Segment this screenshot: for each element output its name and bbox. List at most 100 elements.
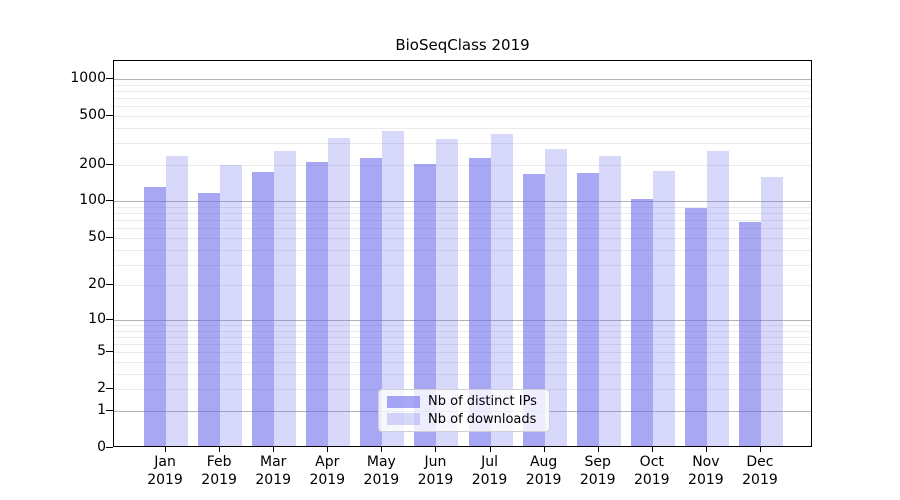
y-tick-mark — [106, 163, 113, 165]
x-tick-mark — [597, 447, 599, 452]
bar-distinct-ips-oct — [630, 199, 653, 446]
bar-distinct-ips-apr — [306, 162, 329, 446]
x-tick-mark — [651, 447, 653, 452]
x-tick-mark — [165, 447, 167, 452]
distinct-ips-swatch-icon — [387, 395, 420, 408]
minor-gridline — [114, 115, 811, 117]
bar-downloads-feb — [220, 164, 243, 446]
minor-gridline — [114, 264, 811, 266]
minor-gridline — [114, 344, 811, 346]
minor-gridline — [114, 220, 811, 222]
y-tick-label: 20 — [88, 276, 106, 293]
bar-downloads-sep — [598, 156, 621, 446]
x-tick-label: Oct 2019 — [633, 454, 670, 488]
downloads-swatch-icon — [387, 413, 420, 426]
y-tick-label: 500 — [79, 106, 106, 123]
minor-gridline — [114, 373, 811, 375]
x-tick-label: Aug 2019 — [525, 454, 562, 488]
bar-distinct-ips-sep — [576, 172, 599, 446]
minor-gridline — [114, 336, 811, 338]
x-tick-label: Dec 2019 — [742, 454, 778, 488]
bar-downloads-jul — [490, 134, 513, 446]
x-tick-label: Sep 2019 — [579, 454, 616, 488]
bar-downloads-may — [382, 131, 405, 446]
bar-downloads-aug — [544, 148, 567, 446]
minor-gridline — [114, 213, 811, 215]
bar-distinct-ips-jun — [414, 163, 437, 446]
y-tick-mark — [106, 351, 113, 353]
minor-gridline — [114, 325, 811, 326]
y-tick-label: 2 — [97, 380, 106, 397]
major-gridline — [114, 319, 811, 321]
y-tick-label: 1 — [97, 401, 106, 418]
y-tick-label: 5 — [97, 343, 106, 360]
minor-gridline — [114, 285, 811, 287]
x-tick-label: Feb 2019 — [201, 454, 237, 488]
y-tick-label: 1000 — [70, 69, 106, 86]
x-tick-label: May 2019 — [363, 454, 400, 488]
minor-gridline — [114, 90, 811, 92]
bar-downloads-nov — [706, 150, 729, 446]
minor-gridline — [114, 84, 811, 86]
y-tick-mark — [106, 77, 113, 79]
legend: Nb of distinct IPs Nb of downloads — [378, 389, 550, 432]
bar-distinct-ips-jul — [468, 157, 491, 446]
legend-item-distinct-ips: Nb of distinct IPs — [387, 394, 541, 409]
minor-gridline — [114, 106, 811, 108]
minor-gridline — [114, 249, 811, 251]
bar-distinct-ips-nov — [684, 208, 707, 446]
minor-gridline — [114, 352, 811, 354]
bar-downloads-jan — [166, 155, 189, 446]
x-tick-mark — [435, 447, 437, 452]
y-tick-label: 0 — [97, 439, 106, 455]
y-tick-mark — [106, 409, 113, 411]
y-tick-mark — [106, 114, 113, 116]
bar-distinct-ips-may — [360, 158, 383, 446]
bar-distinct-ips-feb — [198, 193, 221, 446]
y-tick-label: 10 — [88, 310, 106, 327]
minor-gridline — [114, 164, 811, 166]
y-tick-mark — [106, 236, 113, 238]
x-tick-label: Jul 2019 — [471, 454, 508, 488]
minor-gridline — [114, 97, 811, 99]
x-tick-mark — [219, 447, 221, 452]
y-tick-mark — [106, 284, 113, 286]
y-tick-mark — [106, 388, 113, 390]
major-gridline — [114, 201, 811, 203]
x-tick-mark — [327, 447, 329, 452]
minor-gridline — [114, 127, 811, 129]
minor-gridline — [114, 237, 811, 239]
bar-distinct-ips-dec — [738, 222, 761, 446]
minor-gridline — [114, 330, 811, 332]
x-tick-label: Apr 2019 — [309, 454, 346, 488]
y-tick-label: 50 — [88, 228, 106, 245]
x-tick-label: Jan 2019 — [147, 454, 183, 488]
bar-distinct-ips-jan — [144, 186, 167, 446]
x-tick-mark — [705, 447, 707, 452]
plot-area — [113, 60, 812, 447]
x-tick-mark — [543, 447, 545, 452]
legend-label: Nb of downloads — [428, 411, 537, 427]
bar-downloads-oct — [652, 171, 675, 446]
x-tick-mark — [273, 447, 275, 452]
y-tick-label: 100 — [79, 192, 106, 209]
x-tick-mark — [381, 447, 383, 452]
minor-gridline — [114, 228, 811, 230]
x-tick-mark — [489, 447, 491, 452]
minor-gridline — [114, 207, 811, 209]
bar-distinct-ips-aug — [522, 173, 545, 446]
y-tick-mark — [106, 447, 113, 448]
legend-item-downloads: Nb of downloads — [387, 412, 541, 427]
x-tick-label: Mar 2019 — [255, 454, 292, 488]
bar-downloads-apr — [328, 137, 351, 446]
x-tick-label: Jun 2019 — [417, 454, 454, 488]
bar-distinct-ips-mar — [252, 171, 275, 446]
x-tick-mark — [759, 447, 761, 452]
y-tick-mark — [106, 200, 113, 202]
minor-gridline — [114, 362, 811, 364]
bar-downloads-mar — [274, 151, 297, 446]
y-tick-label: 200 — [79, 155, 106, 172]
major-gridline — [114, 78, 811, 80]
bar-downloads-dec — [760, 176, 783, 446]
